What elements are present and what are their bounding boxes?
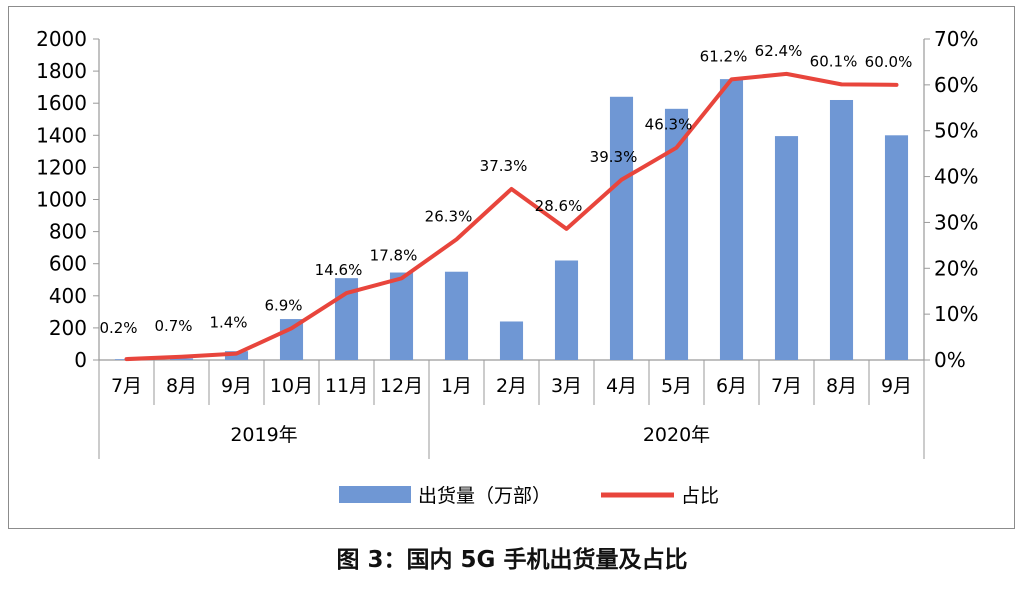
data-label: 0.2%	[99, 319, 137, 337]
y-right-tick-label: 40%	[934, 165, 978, 189]
bar	[829, 99, 854, 361]
data-label: 46.3%	[645, 116, 693, 134]
data-label: 39.3%	[590, 148, 638, 166]
x-tick-label: 10月	[270, 375, 313, 397]
chart-frame: 0 200 400 600 800 1000 1200 1400 1600 1800 2000 0% 1…	[8, 6, 1015, 529]
y-right-tick-label: 0%	[934, 348, 966, 372]
data-label: 26.3%	[425, 207, 473, 225]
y-right-tick-label: 70%	[934, 27, 978, 51]
data-label: 37.3%	[480, 157, 528, 175]
x-tick-label: 3月	[551, 375, 582, 397]
bar	[499, 321, 524, 360]
data-label: 14.6%	[315, 261, 363, 279]
x-tick-label: 9月	[881, 375, 912, 397]
y-left-tick-label: 2000	[36, 27, 87, 51]
x-tick-label: 12月	[380, 375, 423, 397]
y-left-tick-label: 1800	[36, 59, 87, 83]
y-left-tick-label: 0	[74, 348, 87, 372]
data-label: 60.0%	[865, 53, 913, 71]
bar	[664, 108, 689, 360]
bar	[884, 135, 909, 360]
y-right-tick-label: 50%	[934, 119, 978, 143]
y-right-tick-label: 20%	[934, 256, 978, 280]
bar	[224, 351, 249, 360]
x-group-label: 2019年	[230, 424, 297, 446]
x-tick-label: 11月	[325, 375, 368, 397]
bar	[609, 96, 634, 360]
bar	[389, 272, 414, 360]
legend-swatch-bars	[339, 486, 411, 503]
y-left-tick-label: 1600	[36, 91, 87, 115]
figure-caption: 图 3：国内 5G 手机出货量及占比	[336, 547, 688, 573]
bar	[444, 271, 469, 360]
data-label: 0.7%	[154, 317, 192, 335]
chart-svg: 0 200 400 600 800 1000 1200 1400 1600 1800 2000 0% 1…	[36, 27, 978, 507]
x-tick-label: 6月	[716, 375, 747, 397]
x-tick-label: 7月	[771, 375, 802, 397]
y-right-tick-label: 10%	[934, 302, 978, 326]
y-left-tick-label: 1400	[36, 123, 87, 147]
x-tick-label: 8月	[826, 375, 857, 397]
data-label: 17.8%	[370, 246, 418, 264]
x-tick-label: 7月	[111, 375, 142, 397]
x-tick-label: 5月	[661, 375, 692, 397]
x-tick-label: 9月	[221, 375, 252, 397]
legend-label-line: 占比	[681, 485, 719, 507]
y-left-tick-label: 1000	[36, 188, 87, 212]
y-left-tick-label: 200	[49, 316, 87, 340]
bar	[719, 79, 744, 360]
x-group-label: 2020年	[643, 424, 710, 446]
data-label: 28.6%	[535, 197, 583, 215]
share-line	[124, 71, 899, 362]
data-label: 6.9%	[264, 296, 302, 314]
y-right-tick-label: 60%	[934, 73, 978, 97]
bar	[169, 358, 194, 360]
y-left-tick-label: 1200	[36, 155, 87, 179]
data-label: 62.4%	[755, 42, 803, 60]
y-right-tick-label: 30%	[934, 210, 978, 234]
data-label: 61.2%	[700, 47, 748, 65]
data-label: 60.1%	[810, 52, 858, 70]
legend-label-bars: 出货量（万部）	[418, 485, 551, 507]
x-tick-label: 1月	[441, 375, 472, 397]
bar	[774, 136, 799, 360]
y-left-tick-label: 600	[49, 252, 87, 276]
data-label: 1.4%	[209, 314, 247, 332]
bar	[554, 260, 579, 360]
x-tick-label: 4月	[606, 375, 637, 397]
y-left-tick-label: 800	[49, 220, 87, 244]
x-tick-label: 2月	[496, 375, 527, 397]
x-tick-label: 8月	[166, 375, 197, 397]
y-left-tick-label: 400	[49, 284, 87, 308]
